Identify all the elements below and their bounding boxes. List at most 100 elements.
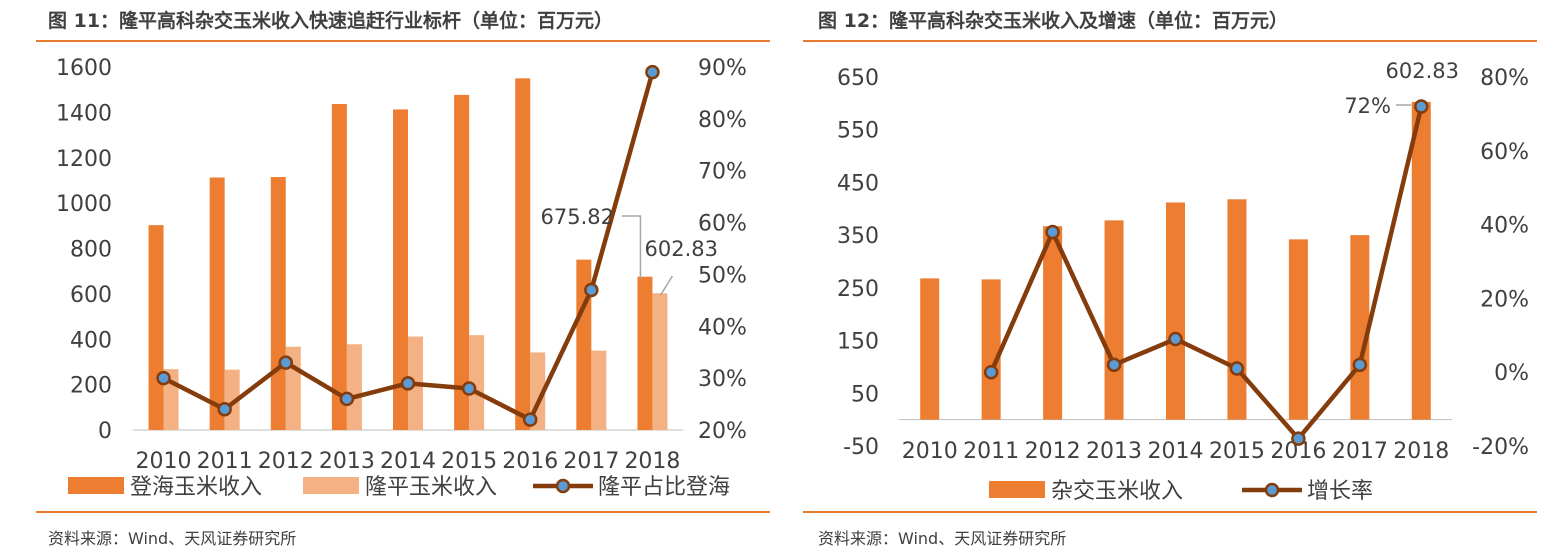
bar-corn-revenue (1411, 101, 1431, 420)
bar-corn-revenue (1104, 220, 1124, 420)
line-ratio-point (217, 402, 232, 417)
y-right-tick-label: 80% (1480, 66, 1529, 91)
x-tick-label: 2017 (563, 449, 619, 474)
x-tick-label: 2014 (1148, 439, 1204, 464)
x-tick-label: 2013 (319, 449, 375, 474)
legend-label: 杂交玉米收入 (1051, 479, 1183, 504)
legend-label: 登海玉米收入 (130, 475, 262, 500)
annotation-revenue-2018: 602.83 (1386, 59, 1459, 83)
bar-longping-revenue (346, 344, 362, 430)
bar-corn-revenue (1288, 239, 1308, 420)
bar-denghai-revenue (270, 177, 286, 430)
y-left-tick-label: 1200 (56, 147, 112, 172)
x-tick-label: 2011 (197, 449, 253, 474)
x-tick-label: 2015 (1209, 439, 1265, 464)
x-tick-label: 2010 (136, 449, 192, 474)
line-ratio-point (278, 355, 294, 370)
bar-corn-revenue (1227, 199, 1247, 420)
line-growth-point (1229, 361, 1245, 376)
bar-longping-revenue (652, 293, 668, 430)
bar-denghai-revenue (515, 78, 531, 430)
x-tick-label: 2014 (380, 449, 436, 474)
bar-corn-revenue (920, 278, 940, 420)
y-left-tick-label: 1600 (56, 56, 112, 81)
x-tick-label: 2018 (624, 449, 680, 474)
bar-denghai-revenue (393, 109, 408, 430)
x-tick-label: 2015 (441, 449, 497, 474)
chart-title: 图 12：隆平高科杂交玉米收入及增速（单位：百万元） (818, 10, 1289, 32)
line-growth-series (989, 105, 1424, 441)
y-left-tick-label: 200 (70, 374, 112, 399)
bar-denghai-revenue (209, 177, 225, 430)
line-growth-point (1352, 357, 1368, 373)
line-ratio-point (584, 282, 599, 298)
y-right-tick-label: 50% (698, 263, 747, 288)
line-growth-point (1168, 331, 1183, 347)
y-left-tick-label: 0 (98, 419, 112, 444)
source-note: 资料来源：Wind、天风证券研究所 (818, 529, 1067, 548)
bar-denghai-revenue (454, 94, 470, 430)
x-tick-label: 2018 (1393, 439, 1449, 464)
bar-longping-revenue (591, 350, 607, 430)
line-ratio-point (461, 381, 477, 396)
x-tick-label: 2016 (502, 449, 558, 474)
bar-denghai-revenue (637, 276, 653, 430)
y-left-tick-label: -50 (843, 435, 879, 460)
chart-title: 图 11：隆平高科杂交玉米收入快速追赶行业标杆（单位：百万元） (48, 10, 614, 32)
annotation-leader (622, 215, 642, 279)
x-tick-label: 2010 (902, 439, 958, 464)
y-left-tick-label: 1000 (56, 192, 112, 217)
bar-corn-revenue (1166, 202, 1185, 420)
line-growth-point (1414, 99, 1429, 114)
annotation-denghai-2018: 675.82 (541, 205, 614, 229)
legend-swatch-bar (68, 477, 124, 494)
line-growth-point (983, 364, 999, 380)
line-ratio-point (339, 391, 355, 407)
legend-swatch-marker (1264, 482, 1280, 498)
x-tick-label: 2013 (1086, 439, 1142, 464)
bar-longping-revenue (469, 335, 485, 430)
line-ratio-point (156, 370, 171, 386)
bar-denghai-revenue (331, 103, 347, 430)
line-growth-point (1106, 357, 1122, 373)
line-growth-point (1045, 224, 1060, 240)
y-right-tick-label: 20% (1480, 287, 1529, 312)
bar-denghai-revenue (148, 225, 164, 430)
bar-corn-revenue (981, 279, 1001, 420)
title-rule (36, 40, 770, 42)
annotation-longping-2018: 602.83 (645, 237, 718, 261)
annotation-leader (659, 275, 674, 296)
footer-rule (36, 511, 770, 513)
y-left-tick-label: 250 (837, 277, 879, 302)
y-left-tick-label: 1400 (56, 101, 112, 126)
x-tick-label: 2017 (1332, 439, 1388, 464)
x-tick-label: 2012 (258, 449, 314, 474)
x-tick-label: 2011 (963, 439, 1019, 464)
bar-corn-revenue (1043, 226, 1063, 420)
line-growth-point (1291, 431, 1306, 446)
y-left-tick-label: 800 (70, 238, 112, 263)
chart-panel-revenue-growth: 图 12：隆平高科杂交玉米收入及增速（单位：百万元） -50 50 150 250 35… (777, 0, 1554, 560)
bar-line-chart-2: -50 50 150 250 350 450 550 650 -20% 0% 20% 40% 60% 80… (837, 59, 1529, 504)
y-left-tick-label: 50 (851, 382, 879, 407)
x-tick-label: 2012 (1025, 439, 1081, 464)
y-right-tick-label: 70% (698, 160, 747, 185)
legend-label: 隆平玉米收入 (365, 475, 497, 500)
y-right-tick-label: -20% (1472, 435, 1529, 460)
line-ratio-point (522, 412, 538, 427)
y-right-tick-label: 20% (698, 419, 747, 444)
y-left-tick-label: 150 (837, 330, 879, 355)
line-ratio-point (645, 64, 660, 80)
y-right-tick-label: 80% (698, 108, 747, 133)
line-ratio-point (400, 376, 416, 391)
legend-swatch-bar (303, 477, 359, 494)
y-left-tick-label: 600 (70, 283, 112, 308)
y-right-tick-label: 30% (698, 367, 747, 392)
legend-label: 隆平占比登海 (598, 475, 730, 500)
footer-rule (803, 511, 1537, 513)
legend-swatch-bar (989, 481, 1045, 498)
bar-line-chart-1: 0 200 400 600 800 1000 1200 1400 1600 20% 30% 40% 50… (56, 56, 747, 500)
y-right-tick-label: 60% (698, 212, 747, 237)
chart-panel-revenue-comparison: 图 11：隆平高科杂交玉米收入快速追赶行业标杆（单位：百万元） 0 200 400 6… (36, 10, 770, 548)
y-left-tick-label: 350 (837, 224, 879, 249)
